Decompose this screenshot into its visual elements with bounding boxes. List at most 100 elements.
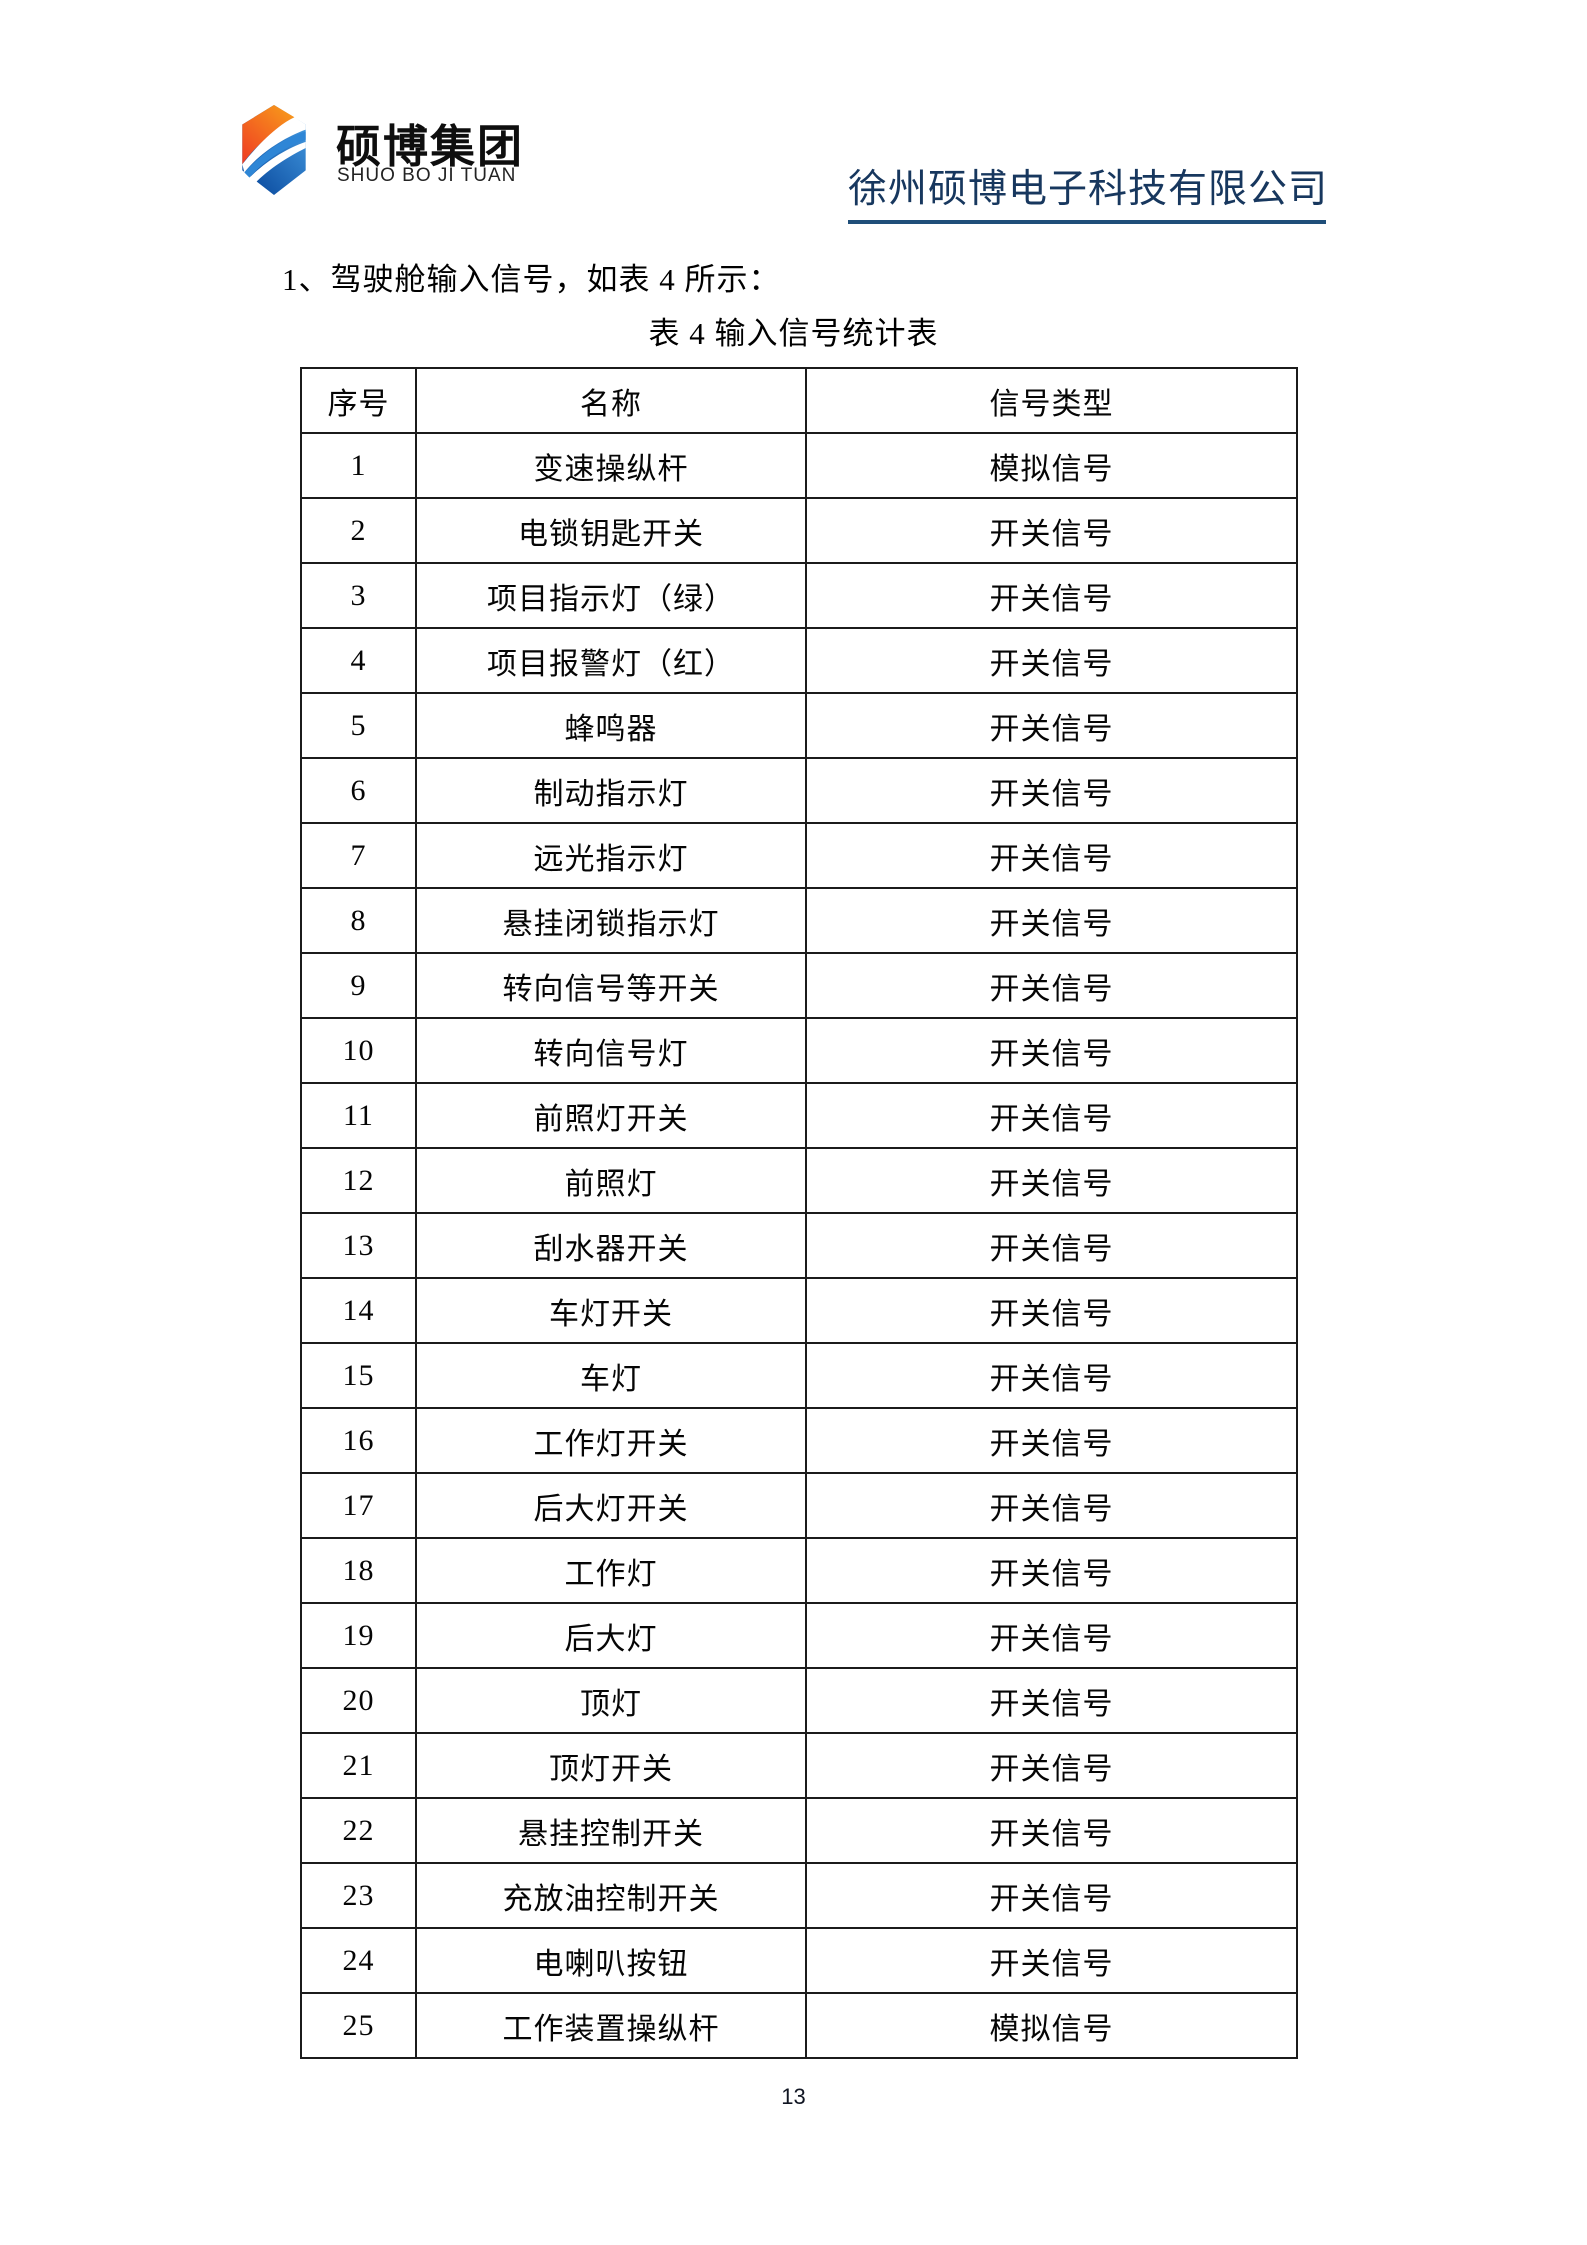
table-cell-index: 22 (300, 1797, 417, 1864)
table-cell-index: 16 (300, 1407, 417, 1474)
table-cell-name: 工作装置操纵杆 (415, 1992, 807, 2059)
table-cell-type: 模拟信号 (805, 1992, 1298, 2059)
table-row: 9 转向信号等开关 开关信号 (300, 952, 1298, 1019)
table-row: 11 前照灯开关 开关信号 (300, 1082, 1298, 1149)
page-number: 13 (781, 2084, 806, 2109)
company-logo-subtitle: SHUO BO JI TUAN (337, 165, 517, 186)
table-cell-type: 开关信号 (805, 1602, 1298, 1669)
table-cell-index: 24 (300, 1927, 417, 1994)
table-cell-name: 后大灯开关 (415, 1472, 807, 1539)
table-cell-name: 工作灯 (415, 1537, 807, 1604)
table-cell-name: 悬挂闭锁指示灯 (415, 887, 807, 954)
table-cell-type: 开关信号 (805, 952, 1298, 1019)
table-cell-index: 6 (300, 757, 417, 824)
table-cell-index: 3 (300, 562, 417, 629)
table-cell-index: 19 (300, 1602, 417, 1669)
table-cell-name: 电锁钥匙开关 (415, 497, 807, 564)
table-cell-name: 工作灯开关 (415, 1407, 807, 1474)
table-cell-index: 18 (300, 1537, 417, 1604)
table-cell-name: 车灯 (415, 1342, 807, 1409)
signal-table-body: 1 变速操纵杆 模拟信号 2 电锁钥匙开关 开关信号 3 项目指示灯（绿） 开关… (300, 432, 1298, 2059)
table-cell-index: 13 (300, 1212, 417, 1279)
table-cell-index: 23 (300, 1862, 417, 1929)
table-cell-name: 充放油控制开关 (415, 1862, 807, 1929)
table-cell-index: 9 (300, 952, 417, 1019)
table-cell-index: 25 (300, 1992, 417, 2059)
table-cell-name: 项目指示灯（绿） (415, 562, 807, 629)
table-cell-type: 开关信号 (805, 1797, 1298, 1864)
table-cell-index: 20 (300, 1667, 417, 1734)
table-header-index: 序号 (300, 367, 417, 434)
table-cell-type: 开关信号 (805, 692, 1298, 759)
table-cell-index: 7 (300, 822, 417, 889)
table-cell-name: 电喇叭按钮 (415, 1927, 807, 1994)
table-header-name: 名称 (415, 367, 807, 434)
table-cell-index: 5 (300, 692, 417, 759)
table-cell-type: 开关信号 (805, 1927, 1298, 1994)
table-row: 16 工作灯开关 开关信号 (300, 1407, 1298, 1474)
input-signal-table: 序号 名称 信号类型 1 变速操纵杆 模拟信号 2 电锁钥匙开关 开关信号 3 … (300, 367, 1298, 2059)
table-cell-name: 转向信号等开关 (415, 952, 807, 1019)
table-cell-type: 开关信号 (805, 1862, 1298, 1929)
table-row: 25 工作装置操纵杆 模拟信号 (300, 1992, 1298, 2059)
table-cell-type: 开关信号 (805, 1082, 1298, 1149)
table-cell-index: 12 (300, 1147, 417, 1214)
table-cell-index: 10 (300, 1017, 417, 1084)
table-row: 24 电喇叭按钮 开关信号 (300, 1927, 1298, 1994)
table-row: 17 后大灯开关 开关信号 (300, 1472, 1298, 1539)
table-cell-type: 开关信号 (805, 1472, 1298, 1539)
table-cell-name: 转向信号灯 (415, 1017, 807, 1084)
table-row: 4 项目报警灯（红） 开关信号 (300, 627, 1298, 694)
table-cell-type: 开关信号 (805, 1017, 1298, 1084)
table-cell-name: 前照灯开关 (415, 1082, 807, 1149)
table-cell-type: 开关信号 (805, 1342, 1298, 1409)
table-cell-index: 14 (300, 1277, 417, 1344)
table-cell-name: 项目报警灯（红） (415, 627, 807, 694)
table-row: 21 顶灯开关 开关信号 (300, 1732, 1298, 1799)
table-cell-type: 开关信号 (805, 1732, 1298, 1799)
table-row: 23 充放油控制开关 开关信号 (300, 1862, 1298, 1929)
table-cell-name: 蜂鸣器 (415, 692, 807, 759)
table-row: 14 车灯开关 开关信号 (300, 1277, 1298, 1344)
table-row: 20 顶灯 开关信号 (300, 1667, 1298, 1734)
table-row: 12 前照灯 开关信号 (300, 1147, 1298, 1214)
table-cell-index: 8 (300, 887, 417, 954)
table-cell-name: 顶灯 (415, 1667, 807, 1734)
table-cell-type: 开关信号 (805, 1212, 1298, 1279)
table-cell-type: 开关信号 (805, 562, 1298, 629)
table-cell-index: 2 (300, 497, 417, 564)
company-logo-icon (242, 105, 306, 195)
table-cell-name: 刮水器开关 (415, 1212, 807, 1279)
table-cell-type: 开关信号 (805, 1147, 1298, 1214)
table-header-type: 信号类型 (805, 367, 1298, 434)
table-cell-index: 17 (300, 1472, 417, 1539)
table-row: 19 后大灯 开关信号 (300, 1602, 1298, 1669)
table-row: 6 制动指示灯 开关信号 (300, 757, 1298, 824)
table-cell-type: 开关信号 (805, 1667, 1298, 1734)
table-cell-name: 前照灯 (415, 1147, 807, 1214)
table-cell-name: 远光指示灯 (415, 822, 807, 889)
table-cell-name: 顶灯开关 (415, 1732, 807, 1799)
table-cell-type: 模拟信号 (805, 432, 1298, 499)
table-cell-type: 开关信号 (805, 887, 1298, 954)
table-cell-name: 制动指示灯 (415, 757, 807, 824)
table-cell-name: 变速操纵杆 (415, 432, 807, 499)
table-row: 1 变速操纵杆 模拟信号 (300, 432, 1298, 499)
table-cell-name: 车灯开关 (415, 1277, 807, 1344)
company-logo-title: 硕博集团 (336, 121, 525, 172)
table-cell-index: 11 (300, 1082, 417, 1149)
table-row: 5 蜂鸣器 开关信号 (300, 692, 1298, 759)
table-row: 18 工作灯 开关信号 (300, 1537, 1298, 1604)
table-row: 22 悬挂控制开关 开关信号 (300, 1797, 1298, 1864)
table-cell-index: 4 (300, 627, 417, 694)
table-row: 15 车灯 开关信号 (300, 1342, 1298, 1409)
table-cell-name: 后大灯 (415, 1602, 807, 1669)
table-row: 2 电锁钥匙开关 开关信号 (300, 497, 1298, 564)
table-cell-type: 开关信号 (805, 757, 1298, 824)
table-header-row: 序号 名称 信号类型 (300, 367, 1298, 434)
table-row: 7 远光指示灯 开关信号 (300, 822, 1298, 889)
table-cell-type: 开关信号 (805, 497, 1298, 564)
table-cell-name: 悬挂控制开关 (415, 1797, 807, 1864)
table-cell-type: 开关信号 (805, 822, 1298, 889)
